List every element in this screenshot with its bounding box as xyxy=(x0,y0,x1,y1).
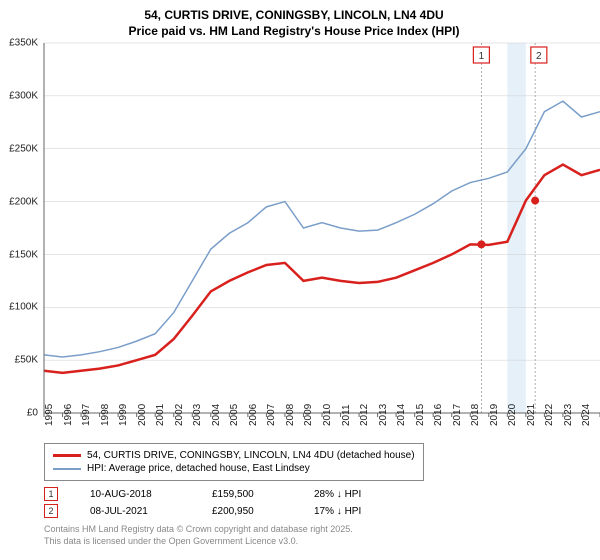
y-tick-label: £350K xyxy=(9,38,38,49)
y-tick-label: £0 xyxy=(27,408,38,419)
x-tick-label: 2010 xyxy=(322,404,333,426)
legend-item: 54, CURTIS DRIVE, CONINGSBY, LINCOLN, LN… xyxy=(53,450,415,461)
legend-item: HPI: Average price, detached house, East… xyxy=(53,463,415,474)
x-tick-label: 2011 xyxy=(341,404,352,426)
line-chart: 12 xyxy=(44,43,600,413)
y-tick-label: £150K xyxy=(9,249,38,260)
transaction-id-box: 2 xyxy=(44,504,58,518)
transaction-table: 1 10-AUG-2018 £159,500 28% ↓ HPI 2 08-JUL-202… xyxy=(44,487,588,518)
legend-label: HPI: Average price, detached house, East… xyxy=(87,463,310,474)
transaction-price: £200,950 xyxy=(212,506,282,517)
transaction-id-box: 1 xyxy=(44,487,58,501)
title-line2: Price paid vs. HM Land Registry's House … xyxy=(0,24,588,40)
marker-dot xyxy=(531,197,539,205)
callout-label: 2 xyxy=(536,51,542,62)
y-axis-labels: £0£50K£100K£150K£200K£250K£300K£350K xyxy=(0,43,40,413)
transaction-row: 1 10-AUG-2018 £159,500 28% ↓ HPI xyxy=(44,487,588,501)
title-line1: 54, CURTIS DRIVE, CONINGSBY, LINCOLN, LN… xyxy=(0,8,588,24)
x-tick-label: 2005 xyxy=(229,404,240,426)
x-tick-label: 2021 xyxy=(526,404,537,426)
x-tick-label: 2015 xyxy=(415,404,426,426)
y-tick-label: £100K xyxy=(9,302,38,313)
y-tick-label: £250K xyxy=(9,143,38,154)
x-tick-label: 2014 xyxy=(396,404,407,426)
x-tick-label: 2003 xyxy=(192,404,203,426)
transaction-date: 08-JUL-2021 xyxy=(90,506,180,517)
legend-swatch xyxy=(53,468,81,470)
x-tick-label: 2019 xyxy=(489,404,500,426)
x-tick-label: 2022 xyxy=(544,404,555,426)
x-tick-label: 2013 xyxy=(378,404,389,426)
chart-title: 54, CURTIS DRIVE, CONINGSBY, LINCOLN, LN… xyxy=(0,8,588,39)
transaction-delta: 28% ↓ HPI xyxy=(314,489,361,500)
legend-swatch xyxy=(53,454,81,457)
x-tick-label: 2002 xyxy=(174,404,185,426)
legend: 54, CURTIS DRIVE, CONINGSBY, LINCOLN, LN… xyxy=(44,443,424,481)
marker-dot xyxy=(477,241,485,249)
footer-line2: This data is licensed under the Open Gov… xyxy=(44,536,588,548)
x-tick-label: 1998 xyxy=(100,404,111,426)
transaction-row: 2 08-JUL-2021 £200,950 17% ↓ HPI xyxy=(44,504,588,518)
x-tick-label: 2001 xyxy=(155,404,166,426)
x-tick-label: 2008 xyxy=(285,404,296,426)
x-tick-label: 1997 xyxy=(81,404,92,426)
footer-line1: Contains HM Land Registry data © Crown c… xyxy=(44,524,588,536)
transaction-delta: 17% ↓ HPI xyxy=(314,506,361,517)
x-tick-label: 2017 xyxy=(452,404,463,426)
x-tick-label: 2023 xyxy=(563,404,574,426)
x-tick-label: 1995 xyxy=(44,404,55,426)
x-tick-label: 2024 xyxy=(581,404,592,426)
x-tick-label: 2020 xyxy=(507,404,518,426)
callout-label: 1 xyxy=(479,51,485,62)
legend-label: 54, CURTIS DRIVE, CONINGSBY, LINCOLN, LN… xyxy=(87,450,415,461)
chart-area: £0£50K£100K£150K£200K£250K£300K£350K 12 xyxy=(44,43,600,413)
footer-attribution: Contains HM Land Registry data © Crown c… xyxy=(44,524,588,547)
x-tick-label: 2000 xyxy=(137,404,148,426)
y-tick-label: £300K xyxy=(9,91,38,102)
x-tick-label: 1996 xyxy=(63,404,74,426)
transaction-date: 10-AUG-2018 xyxy=(90,489,180,500)
y-tick-label: £50K xyxy=(15,355,38,366)
x-tick-label: 2012 xyxy=(359,404,370,426)
x-tick-label: 2009 xyxy=(303,404,314,426)
x-tick-label: 2004 xyxy=(211,404,222,426)
x-tick-label: 2018 xyxy=(470,404,481,426)
x-tick-label: 2016 xyxy=(433,404,444,426)
y-tick-label: £200K xyxy=(9,196,38,207)
x-tick-label: 1999 xyxy=(118,404,129,426)
transaction-price: £159,500 xyxy=(212,489,282,500)
highlight-band xyxy=(507,43,526,413)
x-tick-label: 2007 xyxy=(266,404,277,426)
x-tick-label: 2006 xyxy=(248,404,259,426)
